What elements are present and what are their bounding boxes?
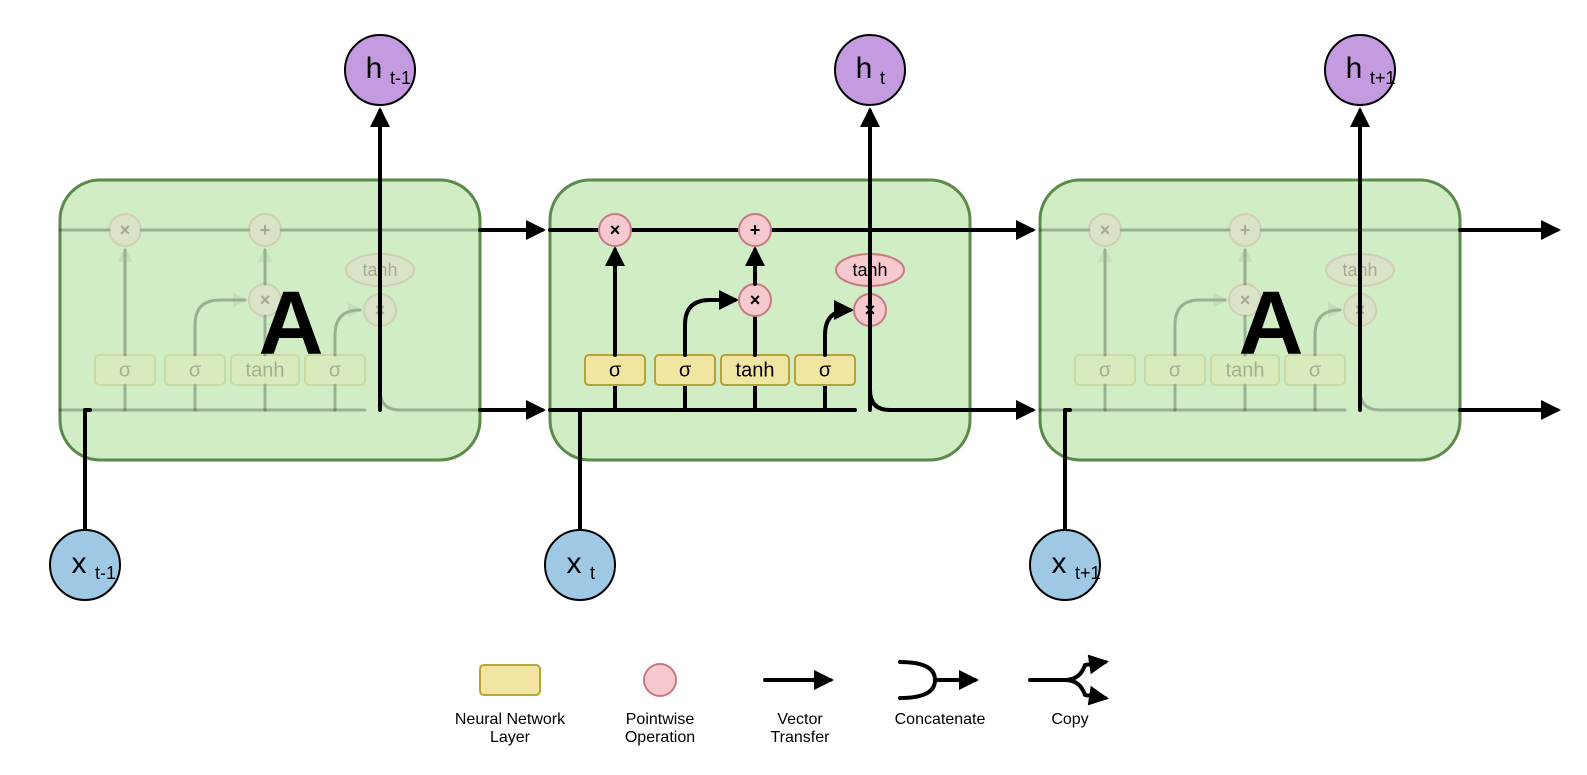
svg-text:σ: σ <box>609 359 622 381</box>
svg-text:Layer: Layer <box>490 729 531 746</box>
svg-text:×: × <box>610 220 621 240</box>
legend-item-copy: Copy <box>1030 662 1105 728</box>
legend-item-arrow: VectorTransfer <box>765 680 830 746</box>
node-h_next: h t+1 <box>1325 35 1396 105</box>
svg-text:Pointwise: Pointwise <box>626 711 695 728</box>
svg-text:×: × <box>1100 220 1111 240</box>
lstm-diagram: σσtanhσ××+tanh×Aσσtanhσ××+tanh×σσtanhσ××… <box>0 0 1587 775</box>
node-x_t: xt <box>545 530 615 600</box>
svg-text:Vector: Vector <box>777 711 823 728</box>
svg-text:×: × <box>120 220 131 240</box>
svg-text:Concatenate: Concatenate <box>895 711 986 728</box>
svg-text:h: h <box>856 52 873 85</box>
svg-text:+: + <box>750 220 761 240</box>
node-h_t: ht <box>835 35 905 105</box>
svg-text:t+1: t+1 <box>1370 68 1396 88</box>
svg-text:h: h <box>1346 52 1363 85</box>
svg-text:x: x <box>72 547 87 580</box>
cell-label-A: A <box>1239 274 1304 374</box>
svg-text:σ: σ <box>1099 359 1112 381</box>
lstm-cell-center: σσtanhσ××+tanh× <box>550 180 970 460</box>
lstm-cell-right: σσtanhσ××+tanh×A <box>1040 180 1460 460</box>
svg-text:σ: σ <box>119 359 132 381</box>
svg-text:σ: σ <box>329 359 342 381</box>
svg-text:t-1: t-1 <box>390 68 411 88</box>
svg-text:×: × <box>750 290 761 310</box>
svg-text:+: + <box>1240 220 1251 240</box>
legend-item-pw_op: PointwiseOperation <box>625 664 695 746</box>
svg-text:t-1: t-1 <box>95 563 116 583</box>
cell-label-A: A <box>259 274 324 374</box>
legend-item-nn_layer: Neural NetworkLayer <box>455 665 566 746</box>
svg-text:σ: σ <box>679 359 692 381</box>
svg-text:Neural Network: Neural Network <box>455 711 566 728</box>
lstm-cell-left: σσtanhσ××+tanh×A <box>60 180 480 460</box>
svg-text:t: t <box>590 563 595 583</box>
node-x_next: x t+1 <box>1030 530 1101 600</box>
svg-text:h: h <box>366 52 383 85</box>
svg-text:x: x <box>1052 547 1067 580</box>
svg-text:t+1: t+1 <box>1075 563 1101 583</box>
svg-text:+: + <box>260 220 271 240</box>
svg-text:t: t <box>880 68 885 88</box>
svg-text:σ: σ <box>189 359 202 381</box>
svg-text:σ: σ <box>819 359 832 381</box>
svg-text:σ: σ <box>1309 359 1322 381</box>
svg-text:Operation: Operation <box>625 729 695 746</box>
svg-text:tanh: tanh <box>736 359 775 381</box>
svg-text:σ: σ <box>1169 359 1182 381</box>
node-h_prev: h t-1 <box>345 35 415 105</box>
legend: Neural NetworkLayer PointwiseOperation Vec… <box>455 662 1105 746</box>
legend-item-concat: Concatenate <box>895 662 986 728</box>
svg-text:Copy: Copy <box>1051 711 1088 728</box>
node-x_prev: x t-1 <box>50 530 120 600</box>
svg-text:x: x <box>567 547 582 580</box>
svg-text:Transfer: Transfer <box>771 729 831 746</box>
